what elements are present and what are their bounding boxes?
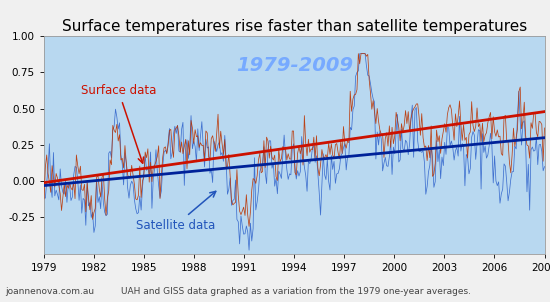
Text: Surface data: Surface data: [81, 84, 156, 163]
Text: joannenova.com.au: joannenova.com.au: [6, 287, 95, 296]
Text: 1979-2009: 1979-2009: [236, 56, 353, 75]
Text: Satellite data: Satellite data: [136, 191, 216, 232]
Text: UAH and GISS data graphed as a variation from the 1979 one-year averages.: UAH and GISS data graphed as a variation…: [121, 287, 471, 296]
Title: Surface temperatures rise faster than satellite temperatures: Surface temperatures rise faster than sa…: [62, 19, 527, 34]
